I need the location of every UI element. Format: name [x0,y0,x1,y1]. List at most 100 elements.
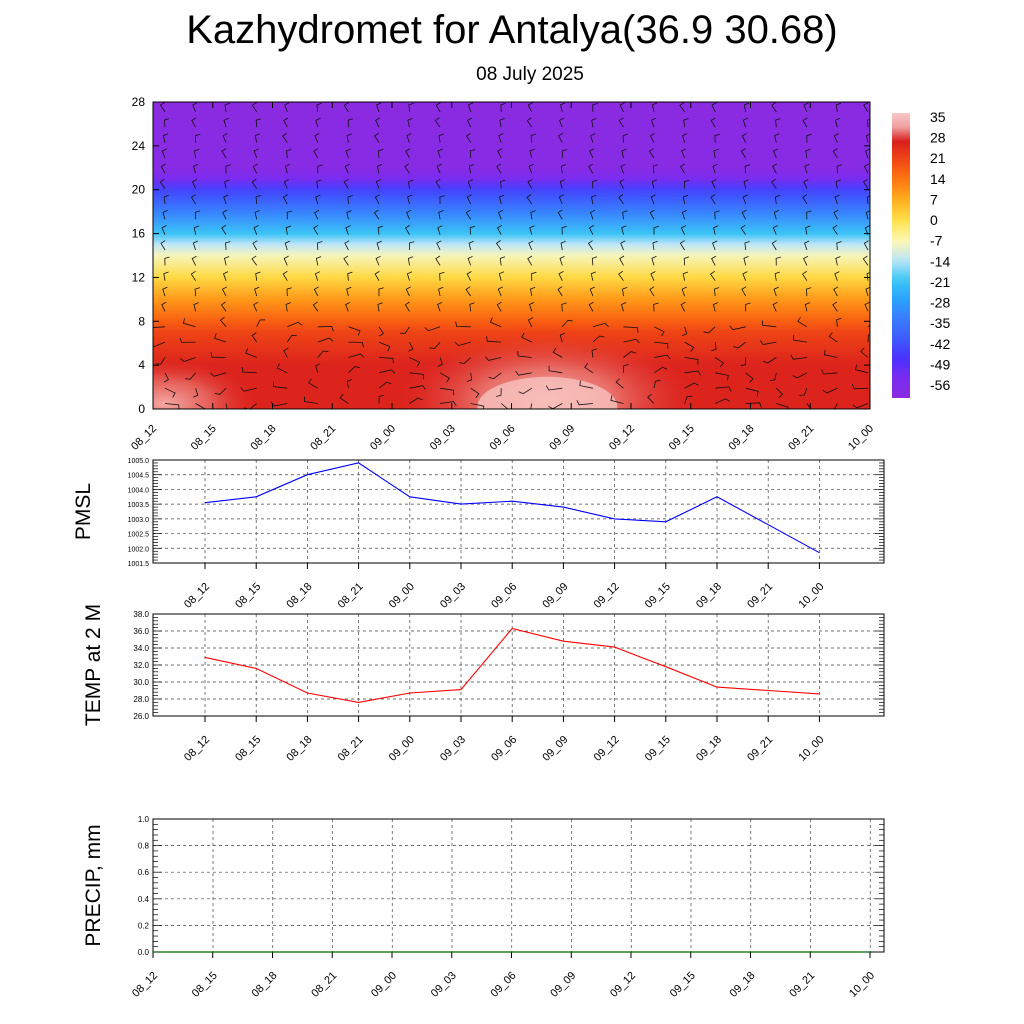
colorbar-label: -49 [930,356,950,372]
chart-subtitle: 08 July 2025 [476,64,584,85]
wind-barb [740,357,747,367]
wind-barb [439,372,450,383]
x-tick-label: 08_12 [182,734,212,764]
wind-barb [222,209,228,220]
wind-barb [821,369,838,375]
wind-barb [439,195,445,205]
wind-barb [315,363,321,373]
wind-barb [405,224,411,235]
wind-barb [408,102,414,112]
wind-barb [591,194,597,205]
colorbar-label: -14 [930,253,950,269]
x-tick-label: 09_06 [488,423,518,453]
y-tick-label: 4 [138,358,145,372]
wind-barb [684,370,701,376]
wind-barb [745,302,751,312]
wind-barb [254,210,260,220]
wind-barb [194,287,201,297]
wind-barb [484,356,502,361]
wind-barb [316,179,322,189]
wind-barb [684,382,699,389]
wind-barb [834,194,840,205]
wind-barb [558,194,564,205]
wind-barb [467,255,473,266]
wind-barb [864,301,870,312]
wind-barb [283,117,289,128]
y-axis-label: PMSL [72,483,95,540]
wind-barb [465,209,472,220]
wind-barb [489,317,502,328]
wind-barb [225,164,231,174]
wind-barb [561,319,573,328]
wind-barb [803,179,809,189]
x-tick-label: 09_15 [667,423,697,453]
wind-barb [772,301,778,312]
wind-barb [712,240,718,251]
wind-barb [833,286,839,297]
wind-barb [378,381,392,389]
wind-barb [434,117,441,128]
wind-barb [251,178,258,189]
wind-barb [466,194,472,205]
y-tick-label: 32.0 [133,661,149,670]
wind-barb [681,148,687,159]
wind-barb [623,326,639,333]
wind-barb [621,225,627,235]
x-tick-label: 08_18 [249,423,279,453]
wind-barb [317,164,323,174]
wind-barb [497,286,503,297]
wind-barb [222,271,229,281]
x-tick-label: 09_12 [607,423,637,453]
x-tick-label: 09_18 [694,581,724,611]
x-tick-label: 09_03 [438,581,468,611]
wind-barb [469,302,475,312]
wind-barb [224,179,230,189]
wind-barb [429,341,441,349]
wind-barb [761,320,777,328]
wind-barb [683,118,689,128]
wind-barb [681,209,688,220]
wind-barb [408,179,414,189]
wind-barb [805,225,811,235]
wind-barb [378,357,394,364]
y-tick-label: 0.2 [138,921,150,930]
wind-barb [346,379,353,389]
wind-barb [793,334,807,343]
wind-barb [771,240,777,251]
wind-barb [496,224,503,235]
wind-barb [214,387,227,395]
wind-barb [740,148,747,159]
y-axis-label: TEMP at 2 M [82,604,105,726]
wind-barb [862,178,869,189]
wind-barb [762,357,777,364]
temp-2m-chart: 26.0 28.0 30.0 32.0 34.0 36.0 38.0 TEMP at 2 M 0… [82,604,885,764]
wind-barb [348,353,365,358]
x-tick-label: 08_21 [336,581,366,611]
wind-barb [286,210,293,220]
wind-barb [651,179,657,189]
x-tick-label: 08_21 [308,423,338,453]
wind-barb [715,372,729,381]
wind-barb [496,388,502,397]
wind-barb [314,271,321,281]
wind-barb [621,302,627,312]
wind-barb [276,363,288,374]
wind-barb [622,210,628,220]
wind-barb [863,102,869,113]
wind-barb [308,378,318,389]
x-tick-label: 09_00 [387,581,417,611]
wind-barb [438,286,444,297]
colorbar-label: 21 [930,150,946,166]
wind-barb [161,225,167,235]
wind-barb [557,286,563,297]
wind-barb [407,194,413,205]
plot-frame [152,459,885,564]
wind-barb [548,365,563,374]
wind-barb [561,149,568,158]
grid [153,460,884,563]
wind-barb [773,148,779,159]
wind-barb [623,364,629,373]
wind-barb [743,179,749,189]
wind-barb [824,349,838,358]
wind-barb [499,118,505,128]
